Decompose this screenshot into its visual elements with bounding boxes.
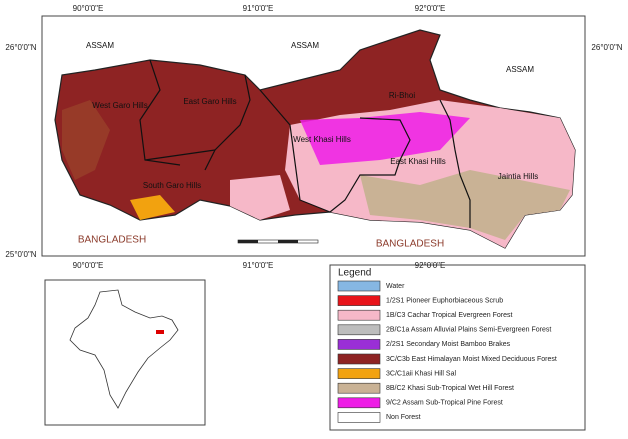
india-outline: [69, 289, 179, 409]
legend-swatch: [337, 368, 381, 379]
legend-item: 3C/C3b East Himalayan Moist Mixed Decidu…: [386, 356, 557, 363]
coord-label: 26°0'0"N: [5, 43, 36, 52]
legend-swatch: [337, 382, 381, 394]
legend-swatch: [337, 295, 381, 306]
country-label: BANGLADESH: [78, 235, 146, 246]
scale-bar: [237, 239, 319, 244]
district-label: South Garo Hills: [143, 181, 201, 190]
legend-swatch: [337, 353, 381, 365]
district-label: Jaintia Hills: [498, 172, 538, 181]
legend-item: 1/2S1 Pioneer Euphorbiaceous Scrub: [386, 297, 503, 304]
district-label: West Garo Hills: [92, 101, 147, 110]
legend-swatch: [337, 412, 381, 423]
coord-label: 90°0'0"E: [73, 261, 104, 270]
district-label: West Khasi Hills: [293, 135, 351, 144]
coord-label: 90°0'0"E: [73, 4, 104, 13]
district-boundaries: [139, 59, 471, 228]
legend-item: Water: [386, 283, 405, 290]
legend-title: Legend: [338, 268, 371, 279]
legend-item: 2B/C1a Assam Alluvial Plains Semi-Evergr…: [386, 327, 551, 334]
coord-label: 26°0'0"N: [591, 43, 622, 52]
legend-swatch: [337, 309, 381, 321]
legend-item: 9/C2 Assam Sub-Tropical Pine Forest: [386, 400, 503, 407]
legend-swatch: [337, 339, 381, 350]
legend-item: 2/2S1 Secondary Moist Bamboo Brakes: [386, 341, 511, 348]
legend-item: 1B/C3 Cachar Tropical Evergreen Forest: [386, 312, 512, 319]
region-label: ASSAM: [506, 65, 534, 74]
district-label: East Garo Hills: [183, 97, 236, 106]
pine-forest: [300, 112, 470, 165]
legend-item: 8B/C2 Khasi Sub-Tropical Wet Hill Forest: [386, 385, 514, 392]
region-label: ASSAM: [86, 41, 114, 50]
wet-hill-forest: [360, 170, 570, 240]
legend-swatch: [337, 397, 381, 409]
country-label: BANGLADESH: [376, 239, 444, 250]
region-label: ASSAM: [291, 41, 319, 50]
south-pink: [230, 175, 290, 220]
coord-label: 25°0'0"N: [5, 250, 36, 259]
legend-swatch: [337, 324, 381, 336]
coord-label: 92°0'0"E: [415, 4, 446, 13]
coord-label: 91°0'0"E: [243, 4, 274, 13]
coord-label: 92°0'0"E: [415, 261, 446, 270]
legend-item: 3C/C1aii Khasi Hill Sal: [386, 370, 456, 377]
district-label: Ri-Bhoi: [389, 91, 415, 100]
sal-patch: [130, 195, 175, 220]
coord-label: 91°0'0"E: [243, 261, 274, 270]
west-patch: [62, 100, 110, 180]
legend-item: Non Forest: [386, 414, 421, 421]
district-label: East Khasi Hills: [390, 157, 446, 166]
inset-highlight: [156, 330, 164, 334]
legend-swatch: [337, 280, 381, 292]
